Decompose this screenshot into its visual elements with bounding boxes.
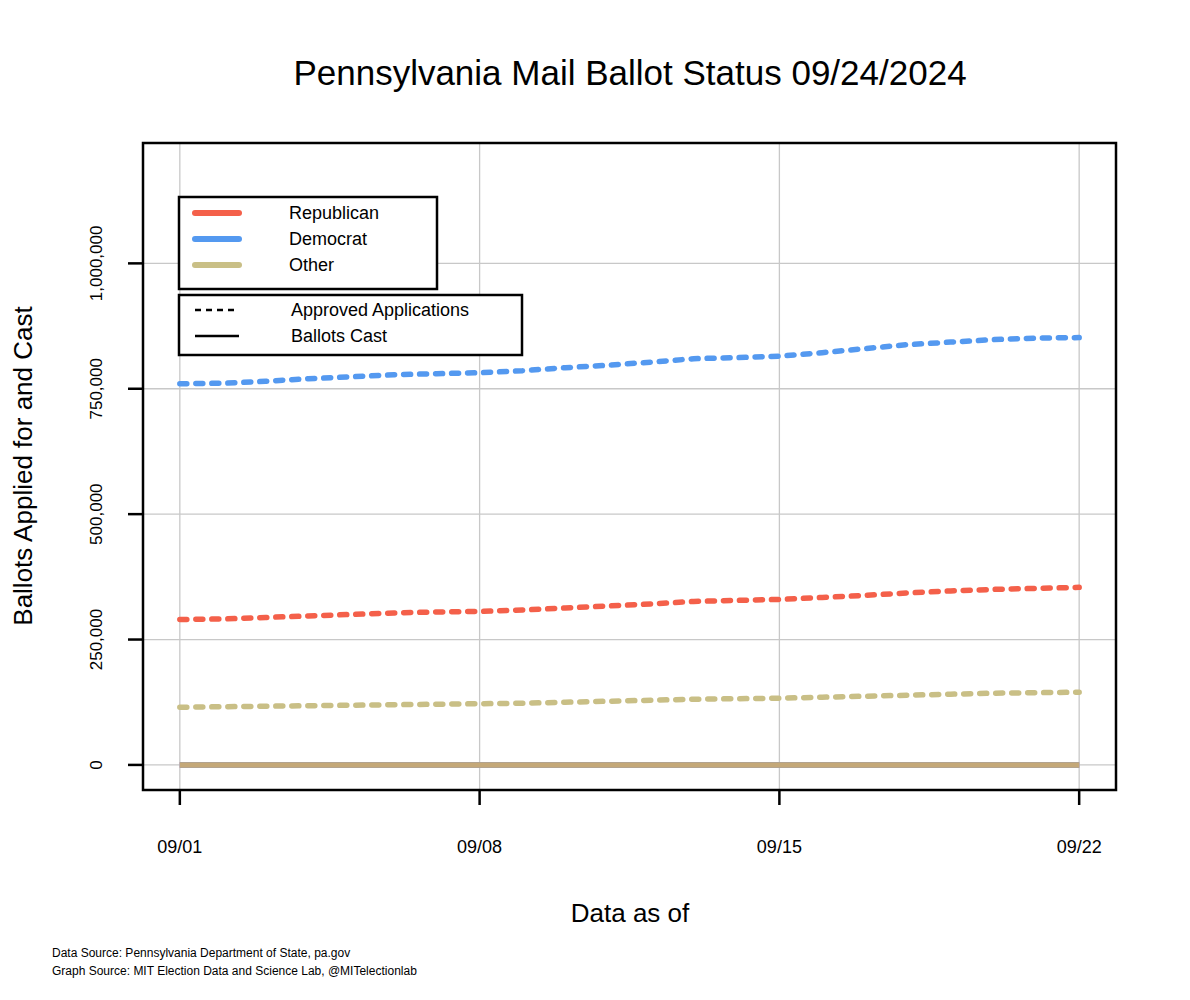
grid-line: [779, 143, 780, 790]
y-tick: [128, 388, 143, 391]
legend-label: Other: [289, 255, 334, 275]
chart: 0 250,000 500,000 750,000 1,000,000 09/01 09/0…: [0, 0, 1190, 1000]
y-tick-label: 1,000,000: [87, 226, 106, 302]
plot-frame: [143, 143, 1116, 790]
grid-line: [143, 388, 1116, 389]
y-tick-label: 250,000: [87, 609, 106, 670]
legend-swatch: [195, 262, 239, 268]
series-line: [180, 762, 1079, 768]
legend-label: Approved Applications: [291, 300, 469, 320]
grid-line: [143, 764, 1116, 765]
y-tick: [128, 262, 143, 265]
legend-label: Democrat: [289, 229, 367, 249]
x-tick-label: 09/08: [457, 837, 502, 857]
x-tick: [179, 790, 182, 805]
axes: 0 250,000 500,000 750,000 1,000,000 09/01 09/0…: [87, 226, 1102, 857]
grid-line: [143, 639, 1116, 640]
grid-line: [143, 513, 1116, 514]
series-line: [180, 762, 1079, 768]
source-note: Graph Source: MIT Election Data and Scie…: [52, 964, 417, 978]
y-axis-label: Ballots Applied for and Cast: [8, 306, 38, 626]
series-line: [180, 692, 1079, 707]
x-tick-label: 09/22: [1057, 837, 1102, 857]
legend-swatch: [195, 210, 239, 216]
source-note: Data Source: Pennsylvania Department of …: [52, 946, 350, 960]
grid: [143, 143, 1116, 790]
legend-label: Ballots Cast: [291, 326, 387, 346]
y-tick-label: 750,000: [87, 358, 106, 419]
x-tick: [778, 790, 781, 805]
legend-swatch: [195, 236, 239, 242]
y-tick: [128, 764, 143, 767]
legend-swatch: [195, 335, 239, 338]
y-tick-label: 0: [87, 760, 106, 769]
x-tick-label: 09/15: [757, 837, 802, 857]
y-tick: [128, 513, 143, 516]
y-tick-label: 500,000: [87, 483, 106, 544]
legend-box: [179, 197, 437, 289]
x-axis-label: Data as of: [571, 898, 690, 928]
series-line: [180, 762, 1079, 768]
x-tick-label: 09/01: [157, 837, 202, 857]
legend-label: Republican: [289, 203, 379, 223]
x-tick: [1078, 790, 1081, 805]
x-tick: [478, 790, 481, 805]
legend: Republican Democrat Other Approved Applicat…: [179, 197, 522, 355]
legend-box: [179, 295, 522, 355]
y-tick: [128, 638, 143, 641]
grid-line: [479, 143, 480, 790]
legend-swatch: [195, 309, 239, 312]
title: Pennsylvania Mail Ballot Status 09/24/20…: [293, 53, 966, 92]
series-line: [180, 587, 1079, 619]
data: [180, 338, 1079, 765]
